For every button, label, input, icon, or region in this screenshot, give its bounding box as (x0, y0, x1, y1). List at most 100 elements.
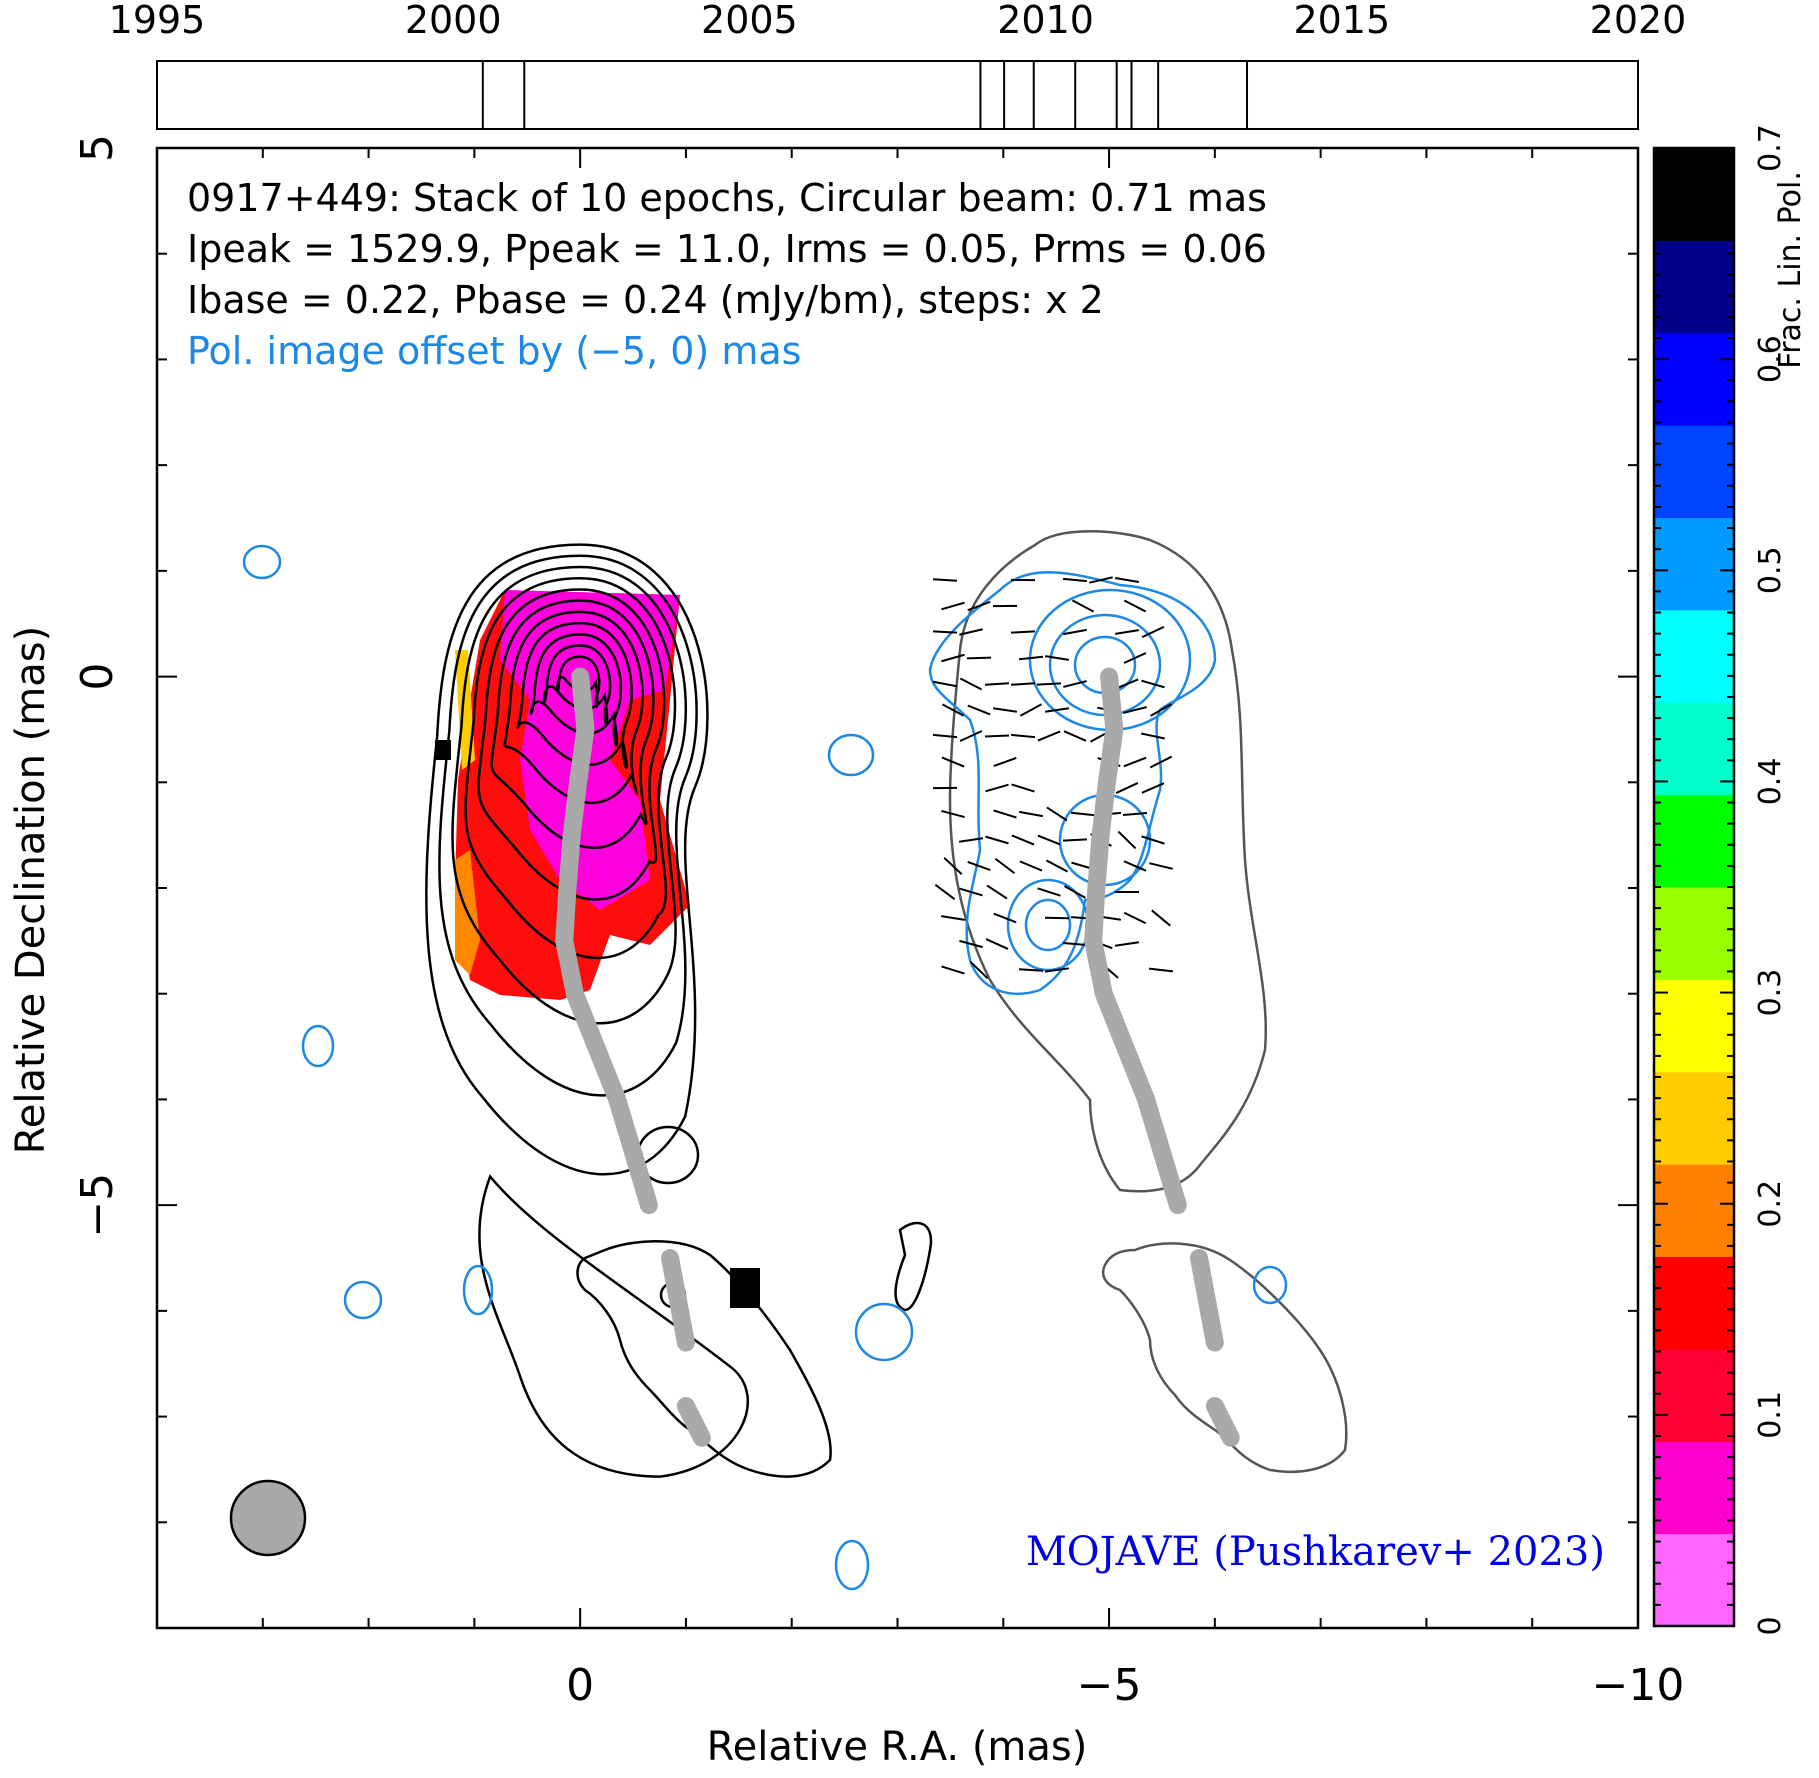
evpa-stick (1062, 838, 1088, 842)
intensity-contour-outer (478, 1174, 749, 1478)
evpa-stick (1149, 755, 1173, 769)
evpa-stick (1018, 968, 1044, 972)
timeline-tick-label: 2010 (997, 0, 1094, 42)
evpa-stick (958, 837, 984, 843)
evpa-stick (959, 939, 983, 949)
evpa-stick (932, 578, 958, 582)
evpa-stick (1117, 830, 1137, 850)
evpa-stick (1037, 834, 1061, 846)
annotation-line-3: Ibase = 0.22, Pbase = 0.24 (mJy/bm), ste… (187, 278, 1104, 322)
intensity-contour (490, 599, 655, 849)
evpa-stick (1114, 577, 1140, 583)
ridge-line-segment (661, 1249, 695, 1352)
evpa-stick (934, 883, 956, 901)
ridge-line-segment (676, 1397, 711, 1447)
evpa-stick (1141, 782, 1165, 794)
noise-contour (1252, 1265, 1288, 1305)
evpa-stick (941, 653, 965, 663)
evpa-stick (967, 860, 991, 872)
timeline-tick-label: 1995 (109, 0, 206, 42)
colorbar-step (1654, 1533, 1734, 1627)
evpa-stick (1064, 885, 1086, 899)
beam-ellipse (229, 1479, 307, 1557)
y-tick-label: 5 (72, 134, 123, 162)
evpa-stick (969, 960, 989, 980)
colorbar-step (1654, 517, 1734, 611)
evpa-stick (1071, 599, 1095, 613)
colorbar-tick-label: 0.2 (1753, 1180, 1788, 1228)
evpa-sticks (932, 576, 1174, 980)
timeline-tick-label: 2005 (701, 0, 798, 42)
intensity-contour-blob (894, 1221, 933, 1312)
evpa-stick (1148, 967, 1174, 973)
evpa-stick (985, 938, 1009, 950)
evpa-stick (1036, 682, 1062, 686)
intensity-contour (451, 565, 688, 1025)
evpa-stick (1037, 887, 1061, 897)
evpa-stick (1063, 730, 1087, 742)
axis-tick-labels: 0 −5 −10 5 0 −5 (72, 134, 1684, 1711)
evpa-stick (1019, 860, 1043, 872)
x-tick-label: −5 (1077, 1660, 1142, 1711)
colorbar-step (1654, 148, 1734, 241)
credit-label: MOJAVE (Pushkarev+ 2023) (1026, 1529, 1605, 1575)
evpa-stick (1044, 707, 1070, 713)
intensity-contour (438, 554, 698, 1097)
ridge-line (1084, 667, 1187, 1215)
evpa-stick (1019, 810, 1043, 818)
evpa-stick (993, 912, 1017, 924)
colorbar-tick-label: 0.5 (1753, 546, 1788, 594)
colorbar-step (1654, 332, 1734, 426)
timeline-tick-label: 2020 (1590, 0, 1687, 42)
evpa-stick (940, 915, 966, 921)
timeline-tick-label: 2015 (1293, 0, 1390, 42)
annotation-line-2: Ipeak = 1529.9, Ppeak = 11.0, Irms = 0.0… (187, 227, 1267, 271)
evpa-stick (1123, 860, 1147, 872)
evpa-stick (1089, 576, 1113, 584)
evpa-stick (1150, 703, 1172, 717)
evpa-stick (985, 835, 1009, 845)
annotation-line-1: 0917+449: Stack of 10 epochs, Circular b… (187, 176, 1267, 220)
x-axis-label: Relative R.A. (mas) (707, 1724, 1088, 1770)
evpa-stick (993, 756, 1017, 768)
evpa-stick (1115, 782, 1139, 794)
noise-contour (462, 1264, 494, 1316)
epoch-timeline: 1995 2000 2005 2010 2015 2020 (109, 0, 1687, 130)
noise-contours (242, 544, 1288, 1591)
evpa-stick (1123, 706, 1147, 714)
colorbar-tick-label: 0.3 (1753, 969, 1788, 1017)
evpa-stick (967, 600, 991, 612)
evpa-stick (985, 783, 1009, 793)
colorbar-step (1654, 979, 1734, 1073)
evpa-stick (1011, 834, 1035, 846)
evpa-stick (932, 733, 958, 739)
colorbar-step (1654, 1256, 1734, 1350)
evpa-stick (1123, 652, 1147, 664)
evpa-stick (1114, 629, 1140, 635)
evpa-stick (1044, 967, 1070, 973)
noise-contour (834, 1539, 870, 1591)
evpa-stick (967, 704, 991, 716)
ridge-line-segment (1189, 1249, 1224, 1352)
evpa-stick (1063, 628, 1087, 636)
noise-contour (242, 544, 282, 580)
evpa-stick (941, 703, 965, 717)
evpa-stick (959, 887, 983, 897)
evpa-stick (941, 809, 965, 819)
evpa-stick (984, 682, 1010, 686)
colorbar-step (1654, 887, 1734, 980)
pol-blue-contour-low-2 (1024, 898, 1072, 952)
evpa-stick (1010, 682, 1036, 686)
pol-blue-outer-contour (928, 571, 1217, 995)
timeline-tick-label: 2000 (405, 0, 502, 42)
evpa-stick (993, 809, 1017, 819)
evpa-stick (933, 680, 957, 688)
evpa-stick (1062, 577, 1088, 583)
evpa-stick (1115, 678, 1139, 690)
colorbar-tick-label: 0.6 (1753, 335, 1788, 383)
ridge-line (555, 667, 658, 1215)
pol-contour-lower (1101, 1242, 1348, 1474)
colorbar-step (1654, 794, 1734, 888)
noise-contour (301, 1024, 335, 1068)
colorbar-tick-label: 0.7 (1753, 124, 1788, 172)
